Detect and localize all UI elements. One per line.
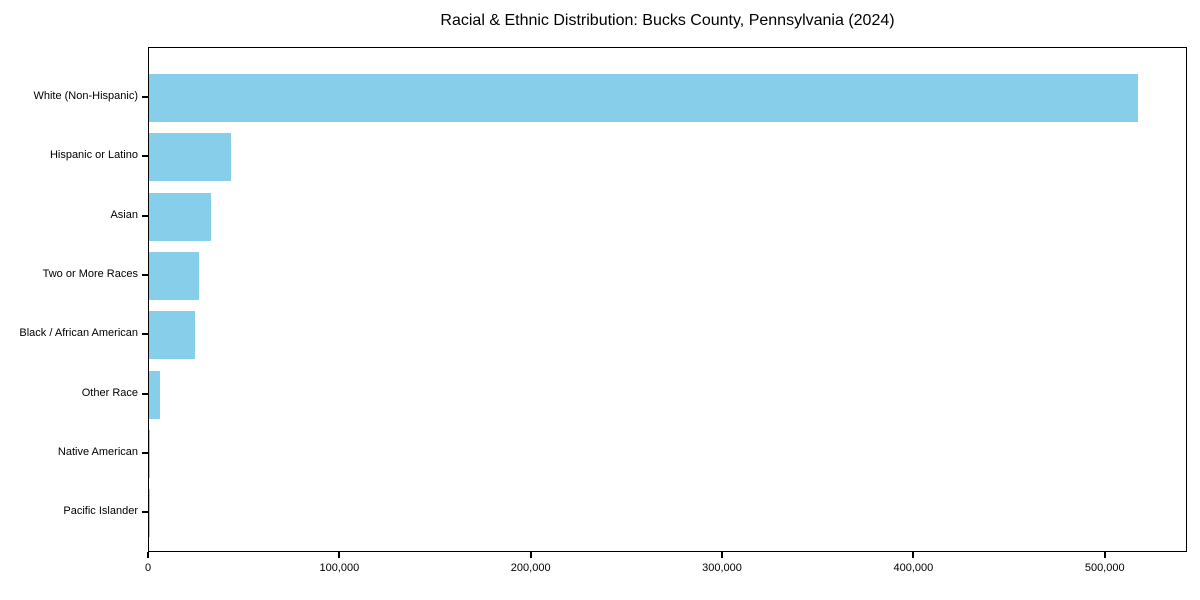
bar-black-african-american [149,311,195,360]
x-tick-mark [1103,552,1106,558]
y-axis-label-pacific-islander: Pacific Islander [63,505,138,518]
y-tick-mark [142,392,148,395]
bar-native-american [149,429,150,478]
bar-two-or-more-races [149,251,199,300]
y-axis-label-other-race: Other Race [81,386,138,399]
bar-other-race [149,370,160,419]
y-axis-label-native-american: Native American [57,445,138,458]
x-tick-mark [147,552,149,558]
x-tick-mark [721,552,724,558]
bar-asian [149,192,212,241]
y-axis-label-black-african-american: Black / African American [19,327,138,340]
x-tick-mark [338,552,341,558]
y-tick-mark [142,96,148,98]
x-axis-label-500-000: 500,000 [1084,562,1125,574]
y-axis-label-asian: Asian [110,208,138,221]
x-tick-mark [529,552,532,558]
chart-title: Racial & Ethnic Distribution: Bucks Coun… [440,12,895,29]
y-tick-mark [142,273,148,276]
y-tick-mark [142,333,148,336]
y-axis-label-hispanic-or-latino: Hispanic or Latino [49,149,138,162]
x-axis-label-300-000: 300,000 [702,562,742,574]
y-tick-mark [142,451,148,454]
y-axis-label-two-or-more-races: Two or More Races [42,267,138,280]
y-tick-mark [142,511,148,514]
x-axis-label-200-000: 200,000 [510,562,551,574]
x-axis-label-0: 0 [144,562,152,574]
x-tick-mark [912,552,915,558]
bar-hispanic-or-latino [149,133,232,182]
x-axis-label-400-000: 400,000 [893,562,934,574]
y-tick-mark [142,155,148,158]
plot-area [148,47,1187,552]
bar-white-non-hispanic [149,74,1139,122]
y-axis-label-white-non-hispanic: White (Non-Hispanic) [33,90,138,102]
y-tick-mark [142,214,148,217]
x-axis-label-100-000: 100,000 [319,562,360,574]
